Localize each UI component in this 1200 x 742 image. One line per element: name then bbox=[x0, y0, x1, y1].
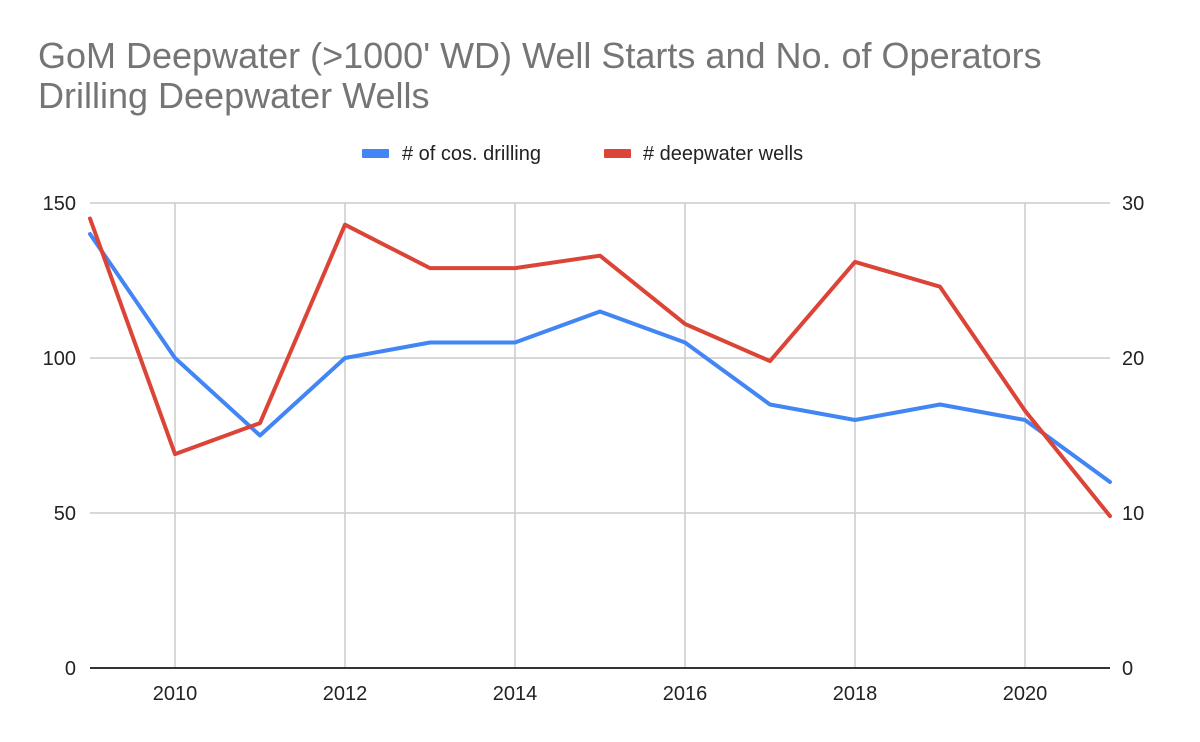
y-right-tick-label: 0 bbox=[1122, 658, 1133, 680]
chart-title-line-1: GoM Deepwater (>1000' WD) Well Starts an… bbox=[38, 35, 1042, 76]
y-left-tick-label: 150 bbox=[43, 193, 76, 215]
y-right-tick-label: 30 bbox=[1122, 193, 1144, 215]
y-right-tick-label: 20 bbox=[1122, 348, 1144, 370]
series-line-2 bbox=[88, 216, 1112, 519]
y-right-tick-label: 10 bbox=[1122, 503, 1144, 525]
gridlines bbox=[90, 202, 1110, 668]
x-tick-label: 2014 bbox=[493, 683, 538, 705]
y-left-tick-label: 50 bbox=[54, 503, 76, 525]
y-left-tick-label: 100 bbox=[43, 348, 76, 370]
legend-swatch-2 bbox=[604, 149, 631, 158]
y-left-tick-label: 0 bbox=[65, 658, 76, 680]
axes: 0 50 100 150 0 10 20 30 2010 2012 2014 2016 2018 2020 bbox=[43, 193, 1145, 705]
legend-swatch-1 bbox=[362, 149, 389, 158]
x-tick-label: 2012 bbox=[323, 683, 368, 705]
chart-title: GoM Deepwater (>1000' WD) Well Starts an… bbox=[38, 36, 1178, 116]
series-line-1 bbox=[88, 232, 1112, 484]
series-lines bbox=[88, 216, 1112, 519]
x-tick-label: 2018 bbox=[833, 683, 878, 705]
legend: # of cos. drilling # deepwater wells bbox=[362, 143, 803, 165]
legend-label-2: # deepwater wells bbox=[643, 143, 803, 165]
x-tick-label: 2010 bbox=[153, 683, 198, 705]
legend-label-1: # of cos. drilling bbox=[402, 143, 541, 165]
chart-title-line-2: Drilling Deepwater Wells bbox=[38, 75, 430, 116]
x-tick-label: 2020 bbox=[1003, 683, 1048, 705]
x-tick-label: 2016 bbox=[663, 683, 708, 705]
